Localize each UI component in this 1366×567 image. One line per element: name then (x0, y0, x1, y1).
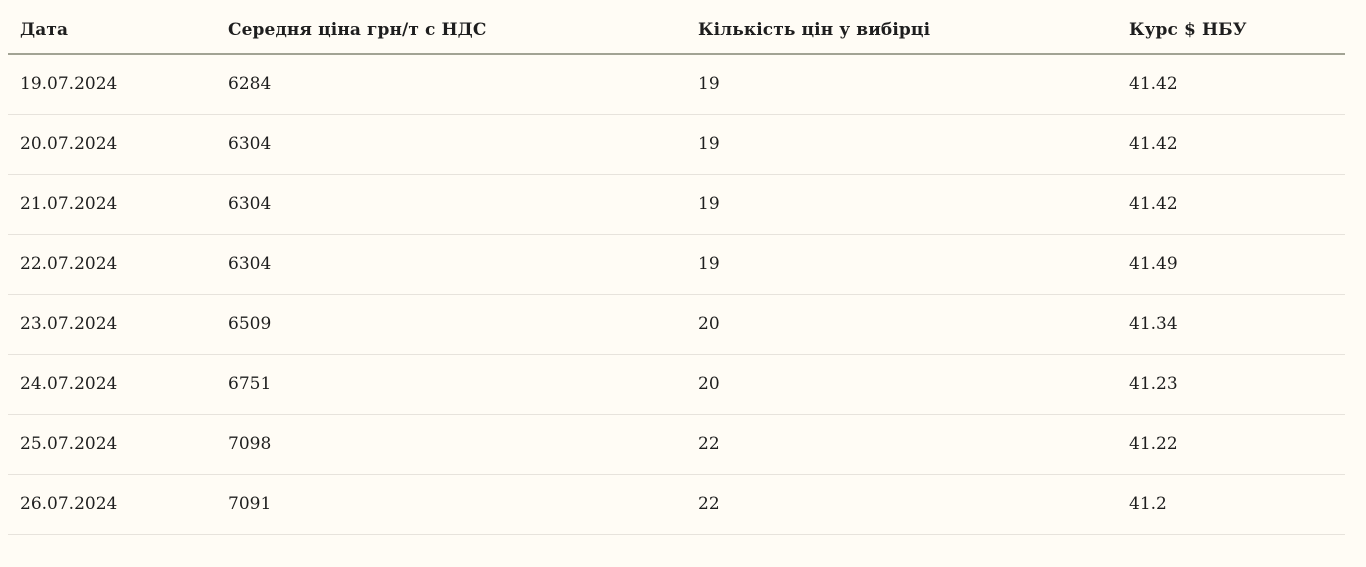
table-row: 22.07.2024 6304 19 41.49 (8, 234, 1345, 295)
column-header-sample-count: Кількість цін у вибірці (686, 0, 1117, 55)
cell-usd-rate: 41.42 (1117, 54, 1345, 115)
table-row: 26.07.2024 7091 22 41.2 (8, 474, 1345, 535)
cell-avg-price: 6284 (216, 54, 686, 115)
cell-sample-count: 19 (686, 174, 1117, 235)
cell-avg-price: 6304 (216, 234, 686, 295)
table-row: 21.07.2024 6304 19 41.42 (8, 174, 1345, 235)
table-row: 19.07.2024 6284 19 41.42 (8, 54, 1345, 115)
cell-sample-count: 20 (686, 294, 1117, 355)
table-row: 25.07.2024 7098 22 41.22 (8, 414, 1345, 475)
cell-usd-rate: 41.42 (1117, 174, 1345, 235)
column-header-date: Дата (8, 0, 216, 55)
cell-date: 25.07.2024 (8, 414, 216, 475)
price-table-section: Дата Середня ціна грн/т с НДС Кількість … (8, 0, 1345, 535)
cell-usd-rate: 41.49 (1117, 234, 1345, 295)
table-row: 24.07.2024 6751 20 41.23 (8, 354, 1345, 415)
cell-sample-count: 22 (686, 414, 1117, 475)
cell-avg-price: 6509 (216, 294, 686, 355)
cell-avg-price: 7098 (216, 414, 686, 475)
cell-usd-rate: 41.42 (1117, 114, 1345, 175)
cell-sample-count: 20 (686, 354, 1117, 415)
column-header-usd-rate: Курс $ НБУ (1117, 0, 1345, 55)
cell-date: 21.07.2024 (8, 174, 216, 235)
table-header-row: Дата Середня ціна грн/т с НДС Кількість … (8, 0, 1345, 55)
cell-sample-count: 22 (686, 474, 1117, 535)
cell-sample-count: 19 (686, 114, 1117, 175)
table-row: 20.07.2024 6304 19 41.42 (8, 114, 1345, 175)
cell-sample-count: 19 (686, 234, 1117, 295)
cell-avg-price: 6304 (216, 114, 686, 175)
cell-date: 20.07.2024 (8, 114, 216, 175)
prices-table: Дата Середня ціна грн/т с НДС Кількість … (8, 0, 1345, 535)
cell-avg-price: 6304 (216, 174, 686, 235)
cell-date: 19.07.2024 (8, 54, 216, 115)
column-header-avg-price: Середня ціна грн/т с НДС (216, 0, 686, 55)
cell-usd-rate: 41.22 (1117, 414, 1345, 475)
cell-avg-price: 6751 (216, 354, 686, 415)
cell-usd-rate: 41.23 (1117, 354, 1345, 415)
cell-usd-rate: 41.2 (1117, 474, 1345, 535)
cell-avg-price: 7091 (216, 474, 686, 535)
cell-usd-rate: 41.34 (1117, 294, 1345, 355)
cell-date: 22.07.2024 (8, 234, 216, 295)
cell-date: 23.07.2024 (8, 294, 216, 355)
cell-date: 24.07.2024 (8, 354, 216, 415)
table-row: 23.07.2024 6509 20 41.34 (8, 294, 1345, 355)
cell-sample-count: 19 (686, 54, 1117, 115)
cell-date: 26.07.2024 (8, 474, 216, 535)
